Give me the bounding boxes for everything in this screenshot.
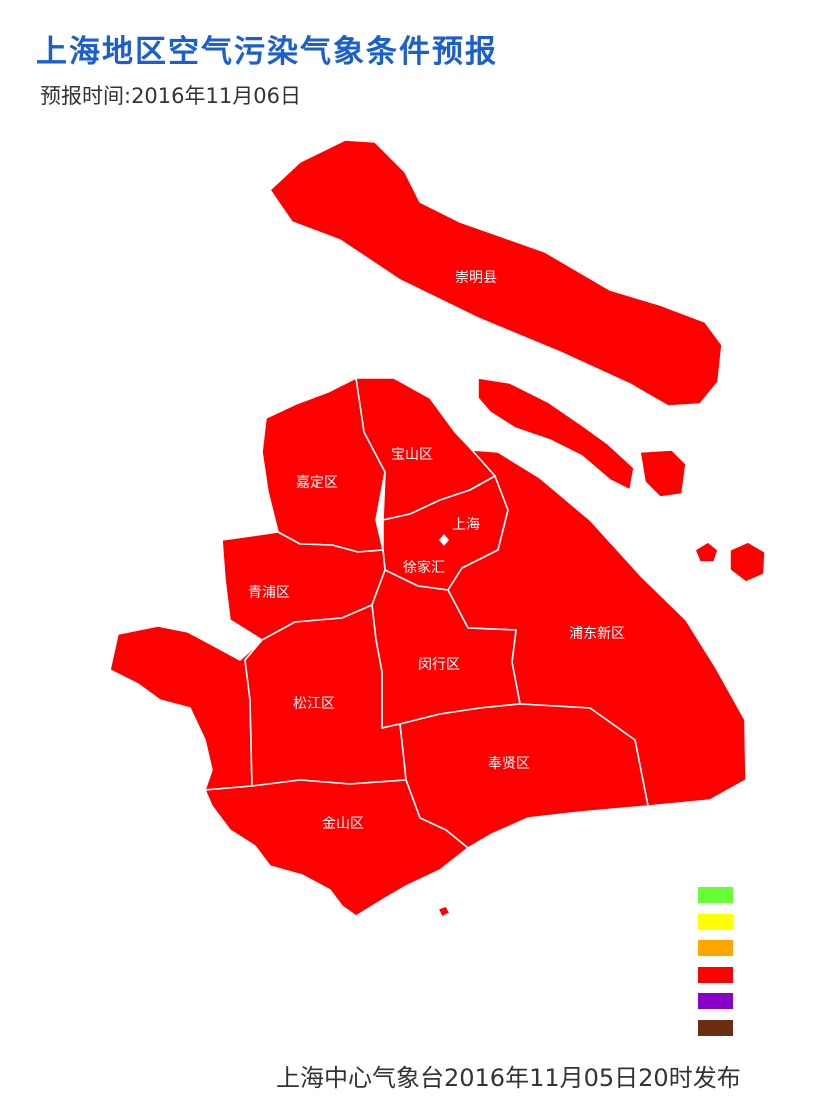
issued-by: 上海中心气象台2016年11月05日20时发布 — [276, 1064, 741, 1092]
region-hengsha-island — [639, 449, 687, 498]
legend-swatch — [697, 992, 734, 1010]
label-baoshan: 宝山区 — [391, 447, 433, 463]
region-jinshan — [204, 779, 469, 917]
label-chongming: 崇明县 — [455, 270, 497, 286]
city-center-marker — [439, 534, 449, 546]
legend — [697, 886, 735, 1045]
label-jinshan: 金山区 — [322, 816, 364, 832]
region-small-island-2 — [729, 541, 766, 583]
region-small-island-1 — [694, 541, 719, 563]
map-title: 上海地区空气污染气象条件预报 — [36, 34, 498, 70]
label-xujiahui: 徐家汇 — [403, 559, 445, 576]
label-jiading: 嘉定区 — [296, 475, 338, 491]
region-small-island-3 — [437, 905, 451, 918]
legend-swatch — [697, 965, 734, 984]
label-minhang: 闵行区 — [418, 657, 460, 673]
legend-swatch — [697, 886, 734, 904]
legend-swatch — [697, 912, 734, 931]
region-chongming — [269, 139, 723, 407]
legend-swatch — [697, 939, 734, 957]
region-jiading — [261, 377, 386, 553]
region-changxing-island — [477, 377, 635, 491]
label-pudong: 浦东新区 — [569, 626, 625, 642]
label-qingpu: 青浦区 — [248, 585, 290, 601]
label-fengxian: 奉贤区 — [488, 756, 530, 772]
label-urban: 上海 — [452, 517, 480, 533]
label-songjiang: 松江区 — [293, 696, 335, 712]
legend-swatch — [697, 1018, 734, 1037]
forecast-time: 预报时间:2016年11月06日 — [40, 84, 301, 108]
